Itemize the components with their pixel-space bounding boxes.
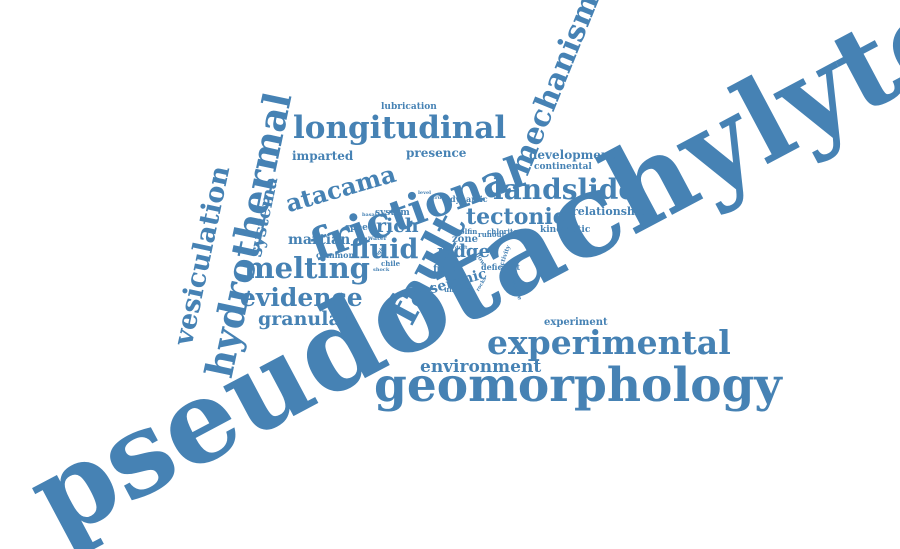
word-landslide: landslide (493, 173, 637, 206)
word-chile: chile (381, 259, 401, 268)
word-evidence: evidence (240, 283, 363, 312)
word-shock: shock (373, 267, 390, 273)
word-zone: zone (452, 234, 478, 245)
word-environment: environment (420, 357, 542, 377)
word-system: system (375, 208, 410, 218)
word-basal: basal (362, 212, 377, 218)
word-bolfin: bolfin (455, 227, 478, 236)
word-drift: drift (455, 245, 468, 251)
word-presence: presence (406, 146, 467, 160)
word-relationship: relationship (572, 205, 647, 218)
word-longitudinal: longitudinal (293, 110, 507, 146)
word-development: development (529, 148, 616, 162)
word-continental: continental (534, 162, 592, 172)
word-fluid: fluid (350, 234, 419, 265)
word-field: field (433, 264, 458, 275)
word-geomorphology: geomorphology (374, 358, 782, 413)
word-dynamic: dynamic (450, 194, 488, 204)
word-deficient: deficient (481, 262, 521, 272)
word-imparted: imparted (292, 149, 354, 163)
word-lubrication: lubrication (381, 102, 437, 112)
word-chlorite: chlorite (487, 227, 518, 236)
word-runout: runout (478, 230, 505, 239)
word-common: common (316, 250, 355, 260)
word-granular: granular (258, 308, 351, 330)
word-tectonic: tectonic (466, 204, 567, 230)
word-level: level (418, 190, 432, 196)
word-speed: speed (345, 223, 375, 233)
word-crust: crust (432, 195, 447, 201)
word-experimental: experimental (487, 323, 731, 362)
word-melting: melting (244, 251, 370, 285)
word-unique: unique (444, 285, 472, 294)
word-martian: martian (288, 232, 351, 248)
word-ridge: ridge (437, 241, 490, 262)
word-water: water (368, 235, 387, 242)
word-experiment: experiment (544, 317, 608, 328)
word-rich: rich (376, 215, 419, 237)
word-kinematic: kinematic (540, 225, 591, 235)
